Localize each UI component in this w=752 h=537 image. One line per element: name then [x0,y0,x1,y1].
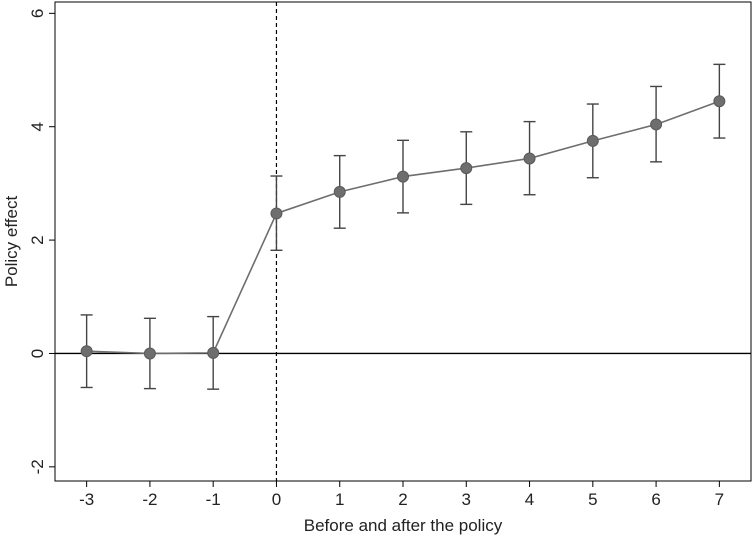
data-point [650,118,663,131]
x-tick-label: 0 [272,490,281,509]
x-tick-label: -1 [206,490,221,509]
y-tick-label: 2 [28,235,47,244]
x-tick-label: -2 [142,490,157,509]
x-tick-label: 4 [525,490,534,509]
data-point [143,347,156,360]
data-point [270,207,283,220]
y-tick-label: 4 [28,122,47,131]
y-tick-label: -2 [28,459,47,474]
x-tick-label: 6 [651,490,660,509]
x-tick-label: 7 [715,490,724,509]
data-point [397,170,409,183]
x-tick-label: 1 [335,490,344,509]
x-tick-label: -3 [79,490,94,509]
x-axis-title: Before and after the policy [304,516,503,535]
plot-area [55,2,751,481]
x-tick-label: 2 [398,490,407,509]
x-tick-label: 5 [588,490,597,509]
data-point [586,134,599,147]
data-point [80,345,93,358]
data-point [460,162,473,175]
series-line [86,100,720,355]
data-point [523,152,536,165]
data-point [207,346,220,359]
y-axis-title: Policy effect [2,196,21,288]
data-point [713,95,726,108]
data-point [333,185,346,198]
y-tick-label: 6 [28,9,47,18]
axes: -3 -2 -1 0 1 2 3 4 5 6 7 -2 0 2 4 6 [28,1,752,509]
x-tick-label: 3 [462,490,471,509]
plot-frame [54,1,752,482]
y-tick-label: 0 [28,349,47,358]
